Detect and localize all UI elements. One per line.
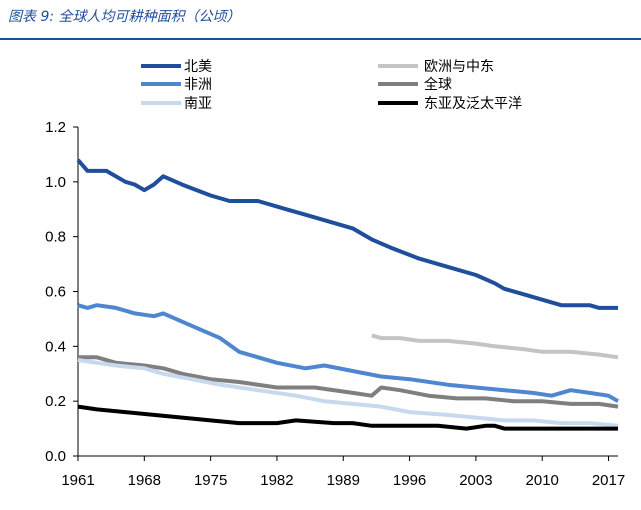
series-line xyxy=(77,303,620,403)
chart-series-layer xyxy=(76,158,620,431)
series-line xyxy=(77,404,618,431)
legend-label: 全球 xyxy=(424,76,452,93)
y-tick-label: 0.2 xyxy=(45,393,66,410)
y-tick-label: 0.4 xyxy=(45,338,66,355)
series-line xyxy=(76,158,618,310)
x-tick-label: 1975 xyxy=(194,472,227,489)
chart-axes: 0.0 0.2 0.4 0.6 0.8 1.0 1.2 1961 1968 1975 1982 198… xyxy=(45,119,625,489)
figure-title: 图表 9: 全球人均可耕种面积（公顷） xyxy=(8,9,241,25)
y-tick-label: 0.0 xyxy=(45,448,66,465)
legend-label: 东亚及泛太平洋 xyxy=(424,96,522,112)
x-tick-label: 1982 xyxy=(260,472,293,489)
legend-label: 南亚 xyxy=(184,96,212,112)
x-tick-label: 2003 xyxy=(459,472,492,489)
y-tick-label: 0.6 xyxy=(45,284,66,301)
x-tick-label: 1996 xyxy=(393,472,426,489)
x-tick-label: 2010 xyxy=(526,472,559,489)
series-line xyxy=(371,333,619,360)
series-line xyxy=(77,358,619,428)
x-tick-label: 1989 xyxy=(327,472,360,489)
legend-label: 欧洲与中东 xyxy=(424,59,494,75)
series-line xyxy=(78,355,619,409)
legend-label: 非洲 xyxy=(184,77,212,93)
x-tick-label: 1968 xyxy=(128,472,161,489)
x-tick-label: 2017 xyxy=(592,472,625,489)
y-tick-label: 1.2 xyxy=(45,119,66,136)
y-tick-label: 0.8 xyxy=(45,229,66,246)
x-tick-label: 1961 xyxy=(61,472,94,489)
legend-label: 北美 xyxy=(184,59,212,75)
y-tick-label: 1.0 xyxy=(45,174,66,191)
title-divider xyxy=(0,38,641,40)
